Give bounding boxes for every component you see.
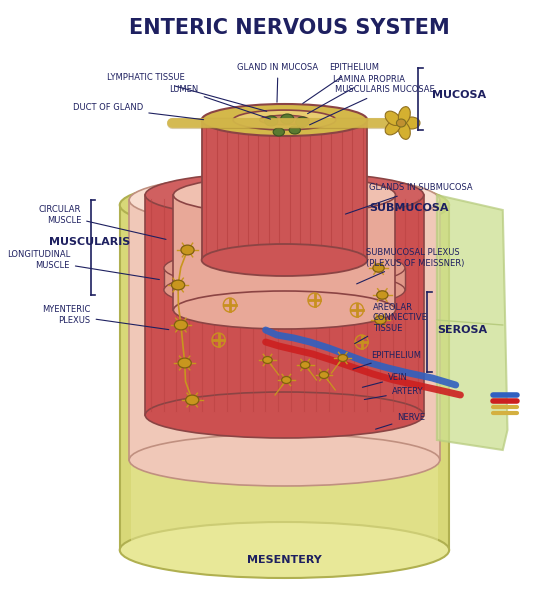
Ellipse shape [120,522,449,578]
Bar [145,195,424,415]
Ellipse shape [120,177,449,233]
Text: LYMPHATIC TISSUE: LYMPHATIC TISSUE [107,73,267,111]
Ellipse shape [338,355,347,361]
Ellipse shape [129,434,440,486]
Ellipse shape [233,110,336,130]
Ellipse shape [178,358,191,368]
Ellipse shape [164,248,405,288]
Text: DUCT OF GLAND: DUCT OF GLAND [73,103,203,119]
Ellipse shape [398,107,410,124]
Bar [129,200,440,460]
Polygon shape [437,195,508,450]
Text: SEROSA: SEROSA [437,325,487,335]
Ellipse shape [173,176,395,214]
Text: NERVE: NERVE [376,413,426,429]
Ellipse shape [296,117,309,127]
Text: GLANDS IN SUBMUCOSA: GLANDS IN SUBMUCOSA [345,184,473,214]
Ellipse shape [397,119,406,127]
Text: AREOLAR
CONNECTIVE
TISSUE: AREOLAR CONNECTIVE TISSUE [354,303,428,344]
Ellipse shape [282,377,291,383]
Ellipse shape [145,172,424,218]
Ellipse shape [202,244,367,276]
Ellipse shape [403,117,420,129]
Bar [120,205,449,550]
Ellipse shape [385,111,400,125]
Text: MUSCULARIS: MUSCULARIS [49,237,130,247]
Ellipse shape [263,356,272,364]
Bar [131,213,438,542]
Ellipse shape [300,361,310,368]
Ellipse shape [260,115,309,125]
Ellipse shape [398,122,410,139]
Bar [202,120,367,260]
Ellipse shape [164,270,405,310]
Text: EPITHELIUM: EPITHELIUM [302,64,380,103]
Ellipse shape [202,104,367,136]
Text: GLAND IN MUCOSA: GLAND IN MUCOSA [237,64,318,102]
Text: LONGITUDINAL
MUSCLE: LONGITUDINAL MUSCLE [7,250,159,280]
Ellipse shape [173,291,395,329]
Ellipse shape [273,128,284,136]
Text: ARTERY: ARTERY [364,388,423,400]
Ellipse shape [185,395,199,405]
Ellipse shape [319,371,329,379]
Ellipse shape [174,320,188,330]
Text: CIRCULAR
MUSCLE: CIRCULAR MUSCLE [39,205,166,239]
Text: EPITHELIUM: EPITHELIUM [353,350,421,369]
Ellipse shape [289,126,300,134]
Text: SUBMUCOSA: SUBMUCOSA [369,203,449,213]
Ellipse shape [129,174,440,226]
Text: SUBMUCOSAL PLEXUS
(PLEXUS OF MEISSNER): SUBMUCOSAL PLEXUS (PLEXUS OF MEISSNER) [357,248,465,284]
Ellipse shape [265,116,278,126]
Bar [173,195,395,310]
Ellipse shape [172,280,185,290]
Text: MESENTERY: MESENTERY [247,555,322,565]
Ellipse shape [385,121,400,135]
Bar [164,268,405,290]
Ellipse shape [281,114,294,124]
Ellipse shape [375,316,386,324]
Ellipse shape [377,291,388,299]
Ellipse shape [373,264,384,272]
Text: ENTERIC NERVOUS SYSTEM: ENTERIC NERVOUS SYSTEM [129,18,450,38]
Text: VEIN: VEIN [363,373,408,387]
Text: MYENTERIC
PLEXUS: MYENTERIC PLEXUS [42,305,169,329]
Text: LAMINA PROPRIA: LAMINA PROPRIA [307,74,405,113]
Text: MUCOSA: MUCOSA [432,90,486,100]
Text: LUMEN: LUMEN [170,85,271,119]
Ellipse shape [145,392,424,438]
Ellipse shape [181,245,194,255]
Text: MUSCULARIS MUCOSAE: MUSCULARIS MUCOSAE [310,85,435,125]
